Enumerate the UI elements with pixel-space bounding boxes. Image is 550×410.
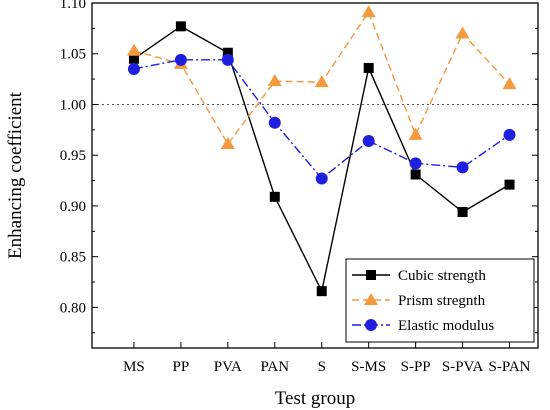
- data-point: [128, 53, 139, 64]
- data-point: [314, 75, 329, 88]
- data-point: [315, 172, 328, 185]
- plot-frame: [91, 2, 539, 349]
- x-axis-title: Test group: [275, 388, 355, 409]
- y-tick-label: 0.95: [60, 148, 86, 164]
- data-point: [457, 207, 468, 218]
- legend-label: Prism stregnth: [398, 293, 486, 309]
- x-tick-label: S: [318, 359, 326, 375]
- data-point: [221, 53, 234, 66]
- data-point: [268, 116, 281, 129]
- data-point: [175, 21, 186, 32]
- series-layer: [126, 5, 517, 297]
- data-point: [503, 128, 516, 141]
- legend-label: Cubic strength: [398, 268, 486, 284]
- data-point: [456, 161, 469, 174]
- data-point: [455, 26, 470, 39]
- data-point: [126, 43, 141, 56]
- data-point: [269, 191, 280, 202]
- y-tick-label: 1.00: [60, 97, 86, 113]
- legend-marker: [365, 319, 377, 331]
- y-tick-label: 1.10: [60, 0, 86, 12]
- series-triangle: [126, 5, 517, 150]
- data-point: [220, 137, 235, 150]
- plot-area: 0.80 0.85 0.90 0.95 1.00 1.05 1.10 MS PP PVA PAN S S…: [60, 0, 539, 375]
- x-tick-label: PAN: [260, 359, 289, 375]
- data-point: [409, 157, 422, 170]
- legend: Cubic strength Prism stregnth Elastic modu…: [345, 258, 535, 343]
- data-point: [363, 62, 374, 73]
- series-line: [133, 25, 510, 294]
- legend-marker: [366, 270, 376, 280]
- legend-label: Elastic modulus: [398, 318, 494, 334]
- data-point: [362, 135, 375, 147]
- legend-marker: [364, 293, 378, 305]
- y-tick-label: 0.85: [60, 250, 86, 266]
- data-point: [410, 169, 421, 180]
- y-tick-label: 1.05: [60, 47, 86, 63]
- x-tick-label: PP: [173, 359, 190, 375]
- series-square: [128, 21, 515, 297]
- data-point: [267, 74, 282, 87]
- data-point: [174, 53, 187, 66]
- y-axis-title: Enhancing coefficient: [5, 91, 26, 259]
- data-point: [361, 5, 376, 18]
- x-tick-label: S-MS: [351, 359, 386, 375]
- data-point: [127, 62, 140, 75]
- y-tick-label: 0.90: [60, 199, 86, 215]
- x-tick-label: PVA: [214, 359, 242, 375]
- data-point: [222, 47, 233, 58]
- data-point: [504, 179, 515, 190]
- x-tick-label: S-PAN: [489, 359, 531, 375]
- series-circle: [127, 53, 516, 185]
- data-point: [502, 77, 517, 90]
- x-tick-label: MS: [123, 359, 145, 375]
- y-tick-label: 0.80: [60, 300, 86, 316]
- x-tick-label: S-PVA: [442, 359, 484, 375]
- x-tick-label: S-PP: [401, 359, 431, 375]
- data-point: [316, 286, 327, 297]
- data-point: [408, 127, 423, 140]
